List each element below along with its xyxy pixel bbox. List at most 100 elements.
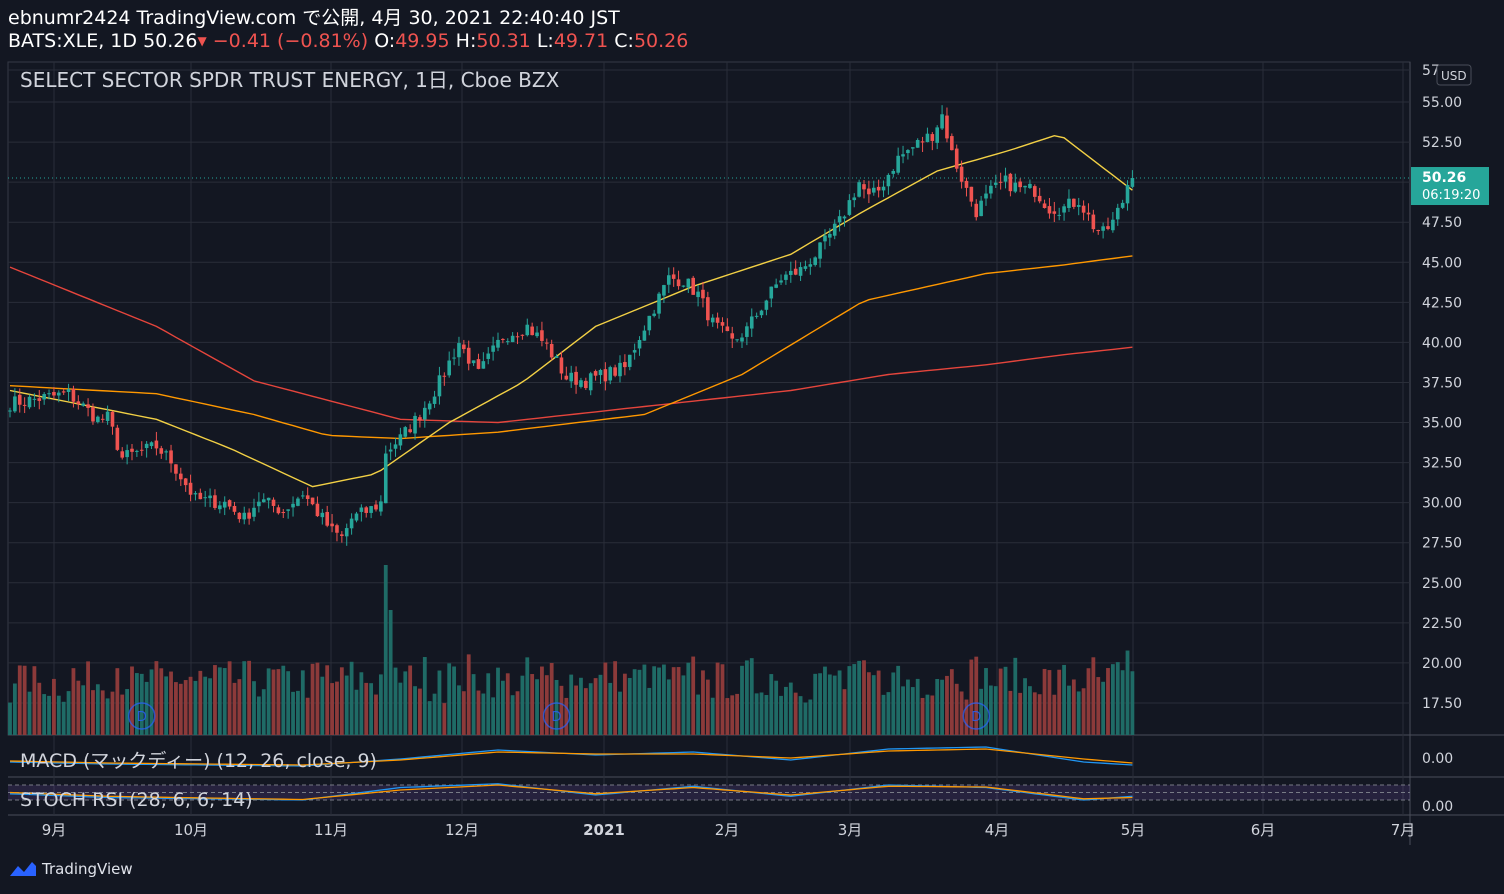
candle-body — [491, 345, 495, 352]
candle-body — [691, 277, 695, 295]
volume-bar — [315, 662, 320, 735]
volume-bar — [540, 666, 544, 735]
symbol-label[interactable]: BATS:XLE, 1D — [8, 30, 138, 52]
price-tick-label: 55.00 — [1422, 95, 1462, 111]
candle-body — [774, 284, 778, 288]
volume-bar — [813, 673, 818, 735]
candle-body — [813, 257, 817, 265]
candle — [442, 372, 447, 386]
candle-body — [569, 372, 573, 382]
candle — [681, 285, 686, 288]
volume-bar — [1110, 664, 1115, 735]
volume-bar — [525, 657, 530, 735]
candle-body — [86, 404, 90, 408]
candle-body — [452, 357, 456, 359]
time-axis[interactable]: 9月 10月 11月 12月 2021 2月 3月 4月 5月 6月 7月 — [42, 821, 1416, 839]
candle-body — [993, 182, 998, 185]
candle — [891, 168, 896, 178]
volume-bar — [652, 666, 657, 735]
candle — [437, 366, 442, 405]
candle — [989, 180, 993, 199]
volume-bar — [764, 695, 769, 735]
candle-body — [852, 197, 857, 201]
high-label: H: — [455, 30, 477, 52]
candle — [213, 489, 217, 510]
symbol-ohlc: BATS:XLE, 1D 50.26▼ −0.41 (−0.81%) O:49.… — [8, 30, 688, 52]
volume-bar — [720, 664, 725, 735]
candle — [174, 464, 178, 481]
time-tick-label: 10月 — [174, 821, 208, 839]
candle-body — [496, 339, 500, 348]
candle — [408, 424, 412, 434]
candle-body — [745, 326, 749, 337]
volume-bar — [437, 670, 442, 735]
volume-bar — [139, 673, 144, 735]
volume-bar — [1067, 685, 1071, 735]
candle — [784, 271, 788, 285]
candle-body — [1076, 205, 1081, 207]
candle-body — [139, 449, 144, 451]
volume-bar — [915, 678, 920, 735]
volume-bar — [886, 692, 891, 735]
price-axis[interactable]: 5755.0052.5050.0047.5045.0042.5040.0037.… — [1411, 63, 1489, 712]
candle-body — [710, 317, 715, 323]
candle — [701, 281, 705, 308]
candle — [1101, 222, 1105, 239]
candle-body — [154, 440, 159, 449]
candle — [525, 318, 530, 337]
candle-body — [545, 342, 549, 344]
candle-body — [1047, 206, 1052, 214]
volume-bar — [296, 690, 300, 735]
candle-body — [110, 411, 115, 427]
candle — [413, 412, 417, 440]
candle-body — [559, 357, 564, 374]
candle-body — [198, 492, 203, 500]
candle — [115, 424, 120, 452]
candle — [349, 513, 354, 535]
candle-body — [911, 147, 915, 149]
volume-bar — [842, 689, 847, 735]
volume-bar — [339, 667, 344, 735]
candle — [462, 339, 466, 354]
candle-body — [13, 396, 17, 412]
volume-bar — [593, 678, 598, 735]
candle — [964, 177, 969, 197]
volume-bar — [1130, 671, 1135, 735]
candle-body — [261, 499, 266, 503]
candle-body — [159, 448, 164, 454]
candle — [388, 442, 393, 461]
candle — [954, 144, 959, 173]
candle — [925, 127, 930, 143]
candle-body — [1008, 173, 1013, 192]
candle — [476, 353, 481, 370]
candle-body — [871, 187, 876, 193]
candle — [803, 260, 808, 272]
volume-bar — [1076, 691, 1081, 735]
candle — [564, 366, 569, 381]
candle-body — [242, 512, 247, 520]
candle-body — [530, 326, 534, 336]
candle-body — [974, 203, 979, 218]
volume-bar — [618, 691, 622, 735]
volume-bar — [476, 690, 481, 735]
volume-bar — [217, 667, 222, 735]
volume-bar — [422, 657, 427, 735]
candle — [501, 338, 505, 344]
volume-bar — [276, 669, 281, 735]
time-tick-label: 9月 — [42, 821, 67, 839]
time-tick-label: 12月 — [445, 821, 479, 839]
volume-bar — [1023, 678, 1027, 735]
candle — [198, 488, 203, 500]
tradingview-logo[interactable]: TradingView — [8, 860, 133, 878]
volume-bar — [827, 674, 832, 735]
candle-body — [52, 392, 56, 396]
candle — [735, 339, 739, 343]
volume-bar — [979, 688, 984, 735]
volume-bar — [1052, 694, 1057, 735]
volume-bar — [1047, 670, 1052, 735]
candle — [686, 278, 691, 294]
candle-body — [998, 181, 1003, 183]
candle-body — [803, 266, 808, 269]
candle — [842, 215, 847, 227]
